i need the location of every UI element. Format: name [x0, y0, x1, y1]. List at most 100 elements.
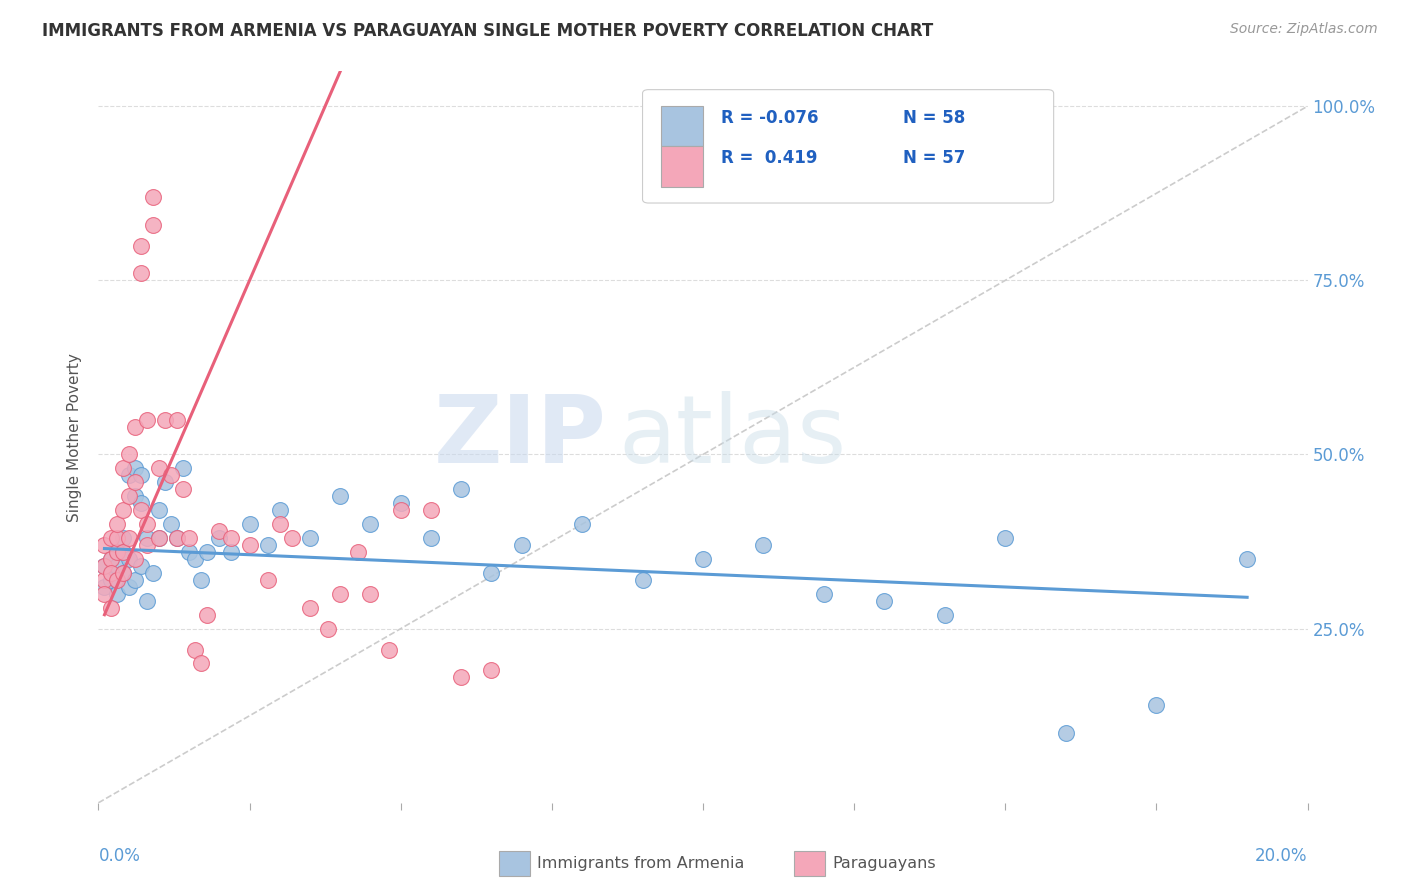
Point [873, 594, 896, 608]
Point [160, 468, 183, 483]
Point [124, 461, 146, 475]
Point [571, 517, 593, 532]
Point [129, 558, 152, 573]
Text: R = -0.076: R = -0.076 [721, 109, 818, 127]
Point [195, 545, 218, 559]
Point [93, 587, 115, 601]
Point [166, 412, 188, 426]
Text: Source: ZipAtlas.com: Source: ZipAtlas.com [1230, 22, 1378, 37]
Point [105, 545, 128, 559]
Text: Immigrants from Armenia: Immigrants from Armenia [537, 856, 744, 871]
Point [93, 573, 115, 587]
FancyBboxPatch shape [661, 146, 703, 186]
Text: ZIP: ZIP [433, 391, 606, 483]
Point [135, 594, 157, 608]
Point [420, 531, 443, 545]
Point [105, 558, 128, 573]
Point [148, 531, 170, 545]
Point [129, 238, 152, 252]
Point [142, 218, 165, 232]
Point [124, 475, 146, 490]
Point [347, 545, 370, 559]
Point [1144, 698, 1167, 713]
Point [124, 419, 146, 434]
Point [269, 503, 291, 517]
Text: N = 58: N = 58 [903, 109, 965, 127]
Point [129, 496, 152, 510]
Point [934, 607, 956, 622]
Point [256, 538, 278, 552]
Point [148, 503, 170, 517]
Point [135, 531, 157, 545]
Point [172, 483, 194, 497]
Point [135, 538, 157, 552]
Point [105, 531, 128, 545]
Point [190, 573, 212, 587]
Point [813, 587, 835, 601]
Y-axis label: Single Mother Poverty: Single Mother Poverty [67, 352, 83, 522]
Point [105, 573, 128, 587]
Point [118, 489, 141, 503]
Point [221, 545, 243, 559]
Point [166, 531, 188, 545]
Point [1054, 726, 1077, 740]
Point [100, 573, 122, 587]
Point [111, 566, 134, 580]
Point [142, 566, 165, 580]
Point [124, 552, 146, 566]
Point [420, 503, 443, 517]
Point [111, 503, 134, 517]
Point [450, 670, 472, 684]
Point [329, 489, 352, 503]
Point [299, 531, 322, 545]
Point [135, 517, 157, 532]
Point [93, 538, 115, 552]
Point [105, 573, 128, 587]
Point [631, 573, 654, 587]
Point [111, 545, 134, 559]
Point [184, 552, 207, 566]
Point [153, 412, 176, 426]
Point [316, 622, 339, 636]
Point [256, 573, 278, 587]
Point [481, 566, 503, 580]
Point [160, 517, 183, 532]
Point [281, 531, 304, 545]
Point [1236, 552, 1258, 566]
Point [377, 642, 399, 657]
Point [118, 468, 141, 483]
Point [111, 545, 134, 559]
Point [239, 538, 262, 552]
Point [360, 587, 382, 601]
Point [172, 461, 194, 475]
Text: R =  0.419: R = 0.419 [721, 149, 818, 167]
Point [105, 587, 128, 601]
Text: N = 57: N = 57 [903, 149, 965, 167]
Point [389, 496, 412, 510]
Point [100, 552, 122, 566]
Point [111, 566, 134, 580]
Point [208, 524, 231, 538]
Point [118, 448, 141, 462]
Point [360, 517, 382, 532]
Point [148, 461, 170, 475]
Point [124, 573, 146, 587]
Point [111, 531, 134, 545]
Point [239, 517, 262, 532]
Point [195, 607, 218, 622]
Point [166, 531, 188, 545]
Point [389, 503, 412, 517]
Point [299, 600, 322, 615]
Point [100, 531, 122, 545]
Point [481, 664, 503, 678]
FancyBboxPatch shape [643, 90, 1053, 203]
Point [179, 531, 201, 545]
Point [124, 489, 146, 503]
Text: 20.0%: 20.0% [1256, 847, 1308, 864]
Point [118, 531, 141, 545]
Point [208, 531, 231, 545]
Point [135, 412, 157, 426]
Point [100, 566, 122, 580]
Point [190, 657, 212, 671]
Point [142, 190, 165, 204]
